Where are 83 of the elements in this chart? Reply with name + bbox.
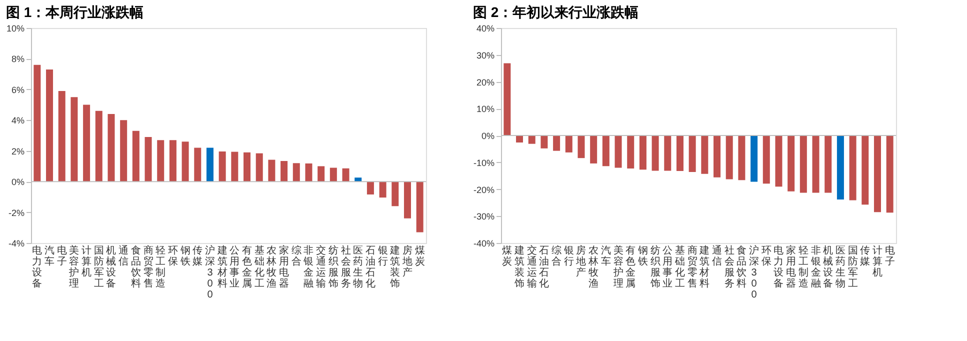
x-tick-label: 美容护理 [68,244,80,290]
x-tick-label: 传媒 [192,246,203,268]
x-tick-label: 交通运输 [316,244,326,290]
x-tick-label: 建筑装饰 [389,244,400,290]
x-tick-label: 轻工制造 [798,244,808,290]
x-tick-label: 建筑材料 [216,244,228,290]
x-tick-label: 综合 [291,244,302,268]
x-tick-label: 综合 [552,244,562,268]
x-tick-label: 非银金融 [302,244,314,290]
x-tick-label: 沪深300 [204,244,215,300]
x-tick-label: 有色金属 [242,244,252,290]
y-tick-label: 0% [481,131,494,141]
x-tick-label: 国防军工 [94,246,104,290]
x-tick-label: 钢铁 [636,246,648,268]
x-tick-label: 商贸零售 [143,244,154,290]
x-tick-label: 房地产 [575,244,586,278]
y-tick-label: 8% [11,54,24,64]
x-tick-label: 社会服务 [724,244,734,290]
x-tick-label: 汽车 [600,244,611,268]
x-tick-label: 煤炭 [502,244,512,268]
x-tick-label: 基础化工 [253,244,264,290]
x-tick-label: 房地产 [401,244,412,278]
x-tick-label: 交通运输 [526,244,537,290]
x-tick-label: 机械设备 [106,244,116,290]
y-tick-label: 4% [11,116,24,126]
x-tick-label: 环保 [168,246,178,268]
x-tick-label: 沪深300 [749,244,760,300]
y-tick-label: -40% [473,238,494,248]
x-tick-label: 家用电器 [786,244,796,290]
y-tick-label: -20% [473,184,494,195]
x-tick-label: 公用事业 [230,244,240,290]
x-tick-label: 轻工制造 [156,244,166,290]
x-tick-label: 计算机 [872,244,882,278]
x-tick-label: 计算机 [82,244,92,278]
x-tick-label: 通信 [118,244,129,268]
x-tick-label: 农林牧渔 [588,246,599,290]
y-tick-label: 10% [6,24,24,34]
y-tick-label: -30% [473,212,494,222]
x-tick-label: 纺织服饰 [649,244,660,290]
x-tick-label: 石油石化 [365,246,376,290]
y-tick-label: 6% [11,84,24,95]
x-tick-label: 基础化工 [674,244,685,290]
x-tick-label: 国防军工 [848,246,858,290]
x-tick-label: 汽车 [44,244,55,268]
y-tick-label: -2% [8,208,24,218]
x-tick-label: 家用电器 [279,244,290,290]
x-tick-label: 社会服务 [340,244,351,290]
x-tick-label: 食品饮料 [130,244,141,290]
chart-title: 图 1：本周行业涨跌幅 [6,4,144,20]
x-tick-label: 煤炭 [414,244,425,268]
y-tick-label: 10% [476,104,494,114]
x-tick-label: 医药生物 [353,246,364,290]
x-tick-label: 美容护理 [612,244,624,290]
x-tick-label: 机械设备 [823,244,834,290]
chart-title: 图 2：年初以来行业涨跌幅 [472,4,639,20]
y-tick-label: 0% [11,177,24,188]
y-tick-label: 40% [476,24,494,34]
x-tick-label: 非银金融 [810,244,821,290]
x-tick-label: 环保 [761,246,772,268]
x-tick-label: 电力设备 [32,244,42,290]
x-tick-label: 银行 [562,246,574,268]
x-tick-label: 商贸零售 [687,244,698,290]
y-tick-label: -4% [8,238,24,248]
y-tick-label: 2% [11,146,24,156]
x-tick-label: 电力设备 [774,244,784,290]
x-tick-label: 钢铁 [179,246,190,268]
x-tick-label: 通信 [712,244,722,268]
x-tick-label: 石油石化 [539,246,550,290]
x-tick-label: 医药生物 [835,246,846,290]
x-tick-label: 食品饮料 [736,244,747,290]
x-tick-label: 银行 [376,246,388,268]
x-tick-label: 传媒 [860,246,870,268]
x-tick-label: 建筑材料 [698,244,710,290]
x-tick-label: 纺织服饰 [327,244,338,290]
y-tick-label: 30% [476,50,494,60]
y-tick-label: 20% [476,77,494,88]
x-tick-label: 建筑装饰 [514,244,525,290]
x-tick-label: 有色金属 [626,244,636,290]
x-tick-label: 公用事业 [662,244,673,290]
x-tick-label: 农林牧渔 [266,246,277,290]
x-tick-label: 电子 [56,244,67,268]
x-tick-label: 电子 [884,244,895,268]
y-tick-label: -10% [473,158,494,168]
